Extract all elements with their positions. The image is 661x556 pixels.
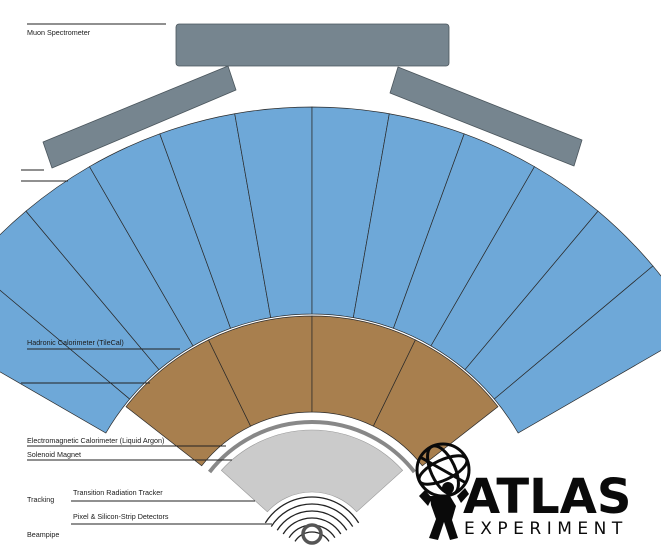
atlas-logo-title: ATLAS <box>463 469 631 525</box>
atlas-globe-icon <box>415 442 471 498</box>
beampipe-ring <box>301 523 323 545</box>
pixel-layer-arc <box>270 503 354 527</box>
hadronic-calorimeter <box>0 106 661 434</box>
leader-lines <box>21 23 272 525</box>
solenoid-magnet <box>207 420 417 474</box>
transition-radiation-tracker <box>220 429 404 513</box>
label-trt: Transition Radiation Tracker <box>73 488 163 497</box>
hadronic-sector <box>493 265 661 434</box>
pixel-layer-arc <box>276 510 348 531</box>
muon-chamber-right <box>389 66 583 167</box>
muon-spectrometer <box>42 23 583 169</box>
label-pixel: Pixel & Silicon-Strip Detectors <box>73 512 169 521</box>
atlas-logo: ATLAS EXPERIMENT <box>415 442 631 540</box>
label-hadronic: Hadronic Calorimeter (TileCal) <box>27 338 124 347</box>
pixel-layer-arc <box>294 531 330 542</box>
atlas-figure-icon <box>419 482 469 540</box>
pixel-silicon-strip-detectors <box>264 496 360 542</box>
label-em: Electromagnetic Calorimeter (Liquid Argo… <box>27 436 164 445</box>
pixel-layer-arc <box>282 517 342 535</box>
label-muon: Muon Spectrometer <box>27 28 91 37</box>
atlas-logo-subtitle: EXPERIMENT <box>464 519 628 539</box>
pixel-layer-arc <box>264 496 360 524</box>
label-beampipe: Beampipe <box>27 530 59 539</box>
em-sector <box>372 339 499 467</box>
em-calorimeter <box>125 315 499 467</box>
label-solenoid: Solenoid Magnet <box>27 450 81 459</box>
muon-chamber-left <box>42 65 237 169</box>
muon-chamber-top <box>175 23 450 67</box>
label-tracking: Tracking <box>27 495 54 504</box>
pixel-layer-arc <box>288 524 336 539</box>
